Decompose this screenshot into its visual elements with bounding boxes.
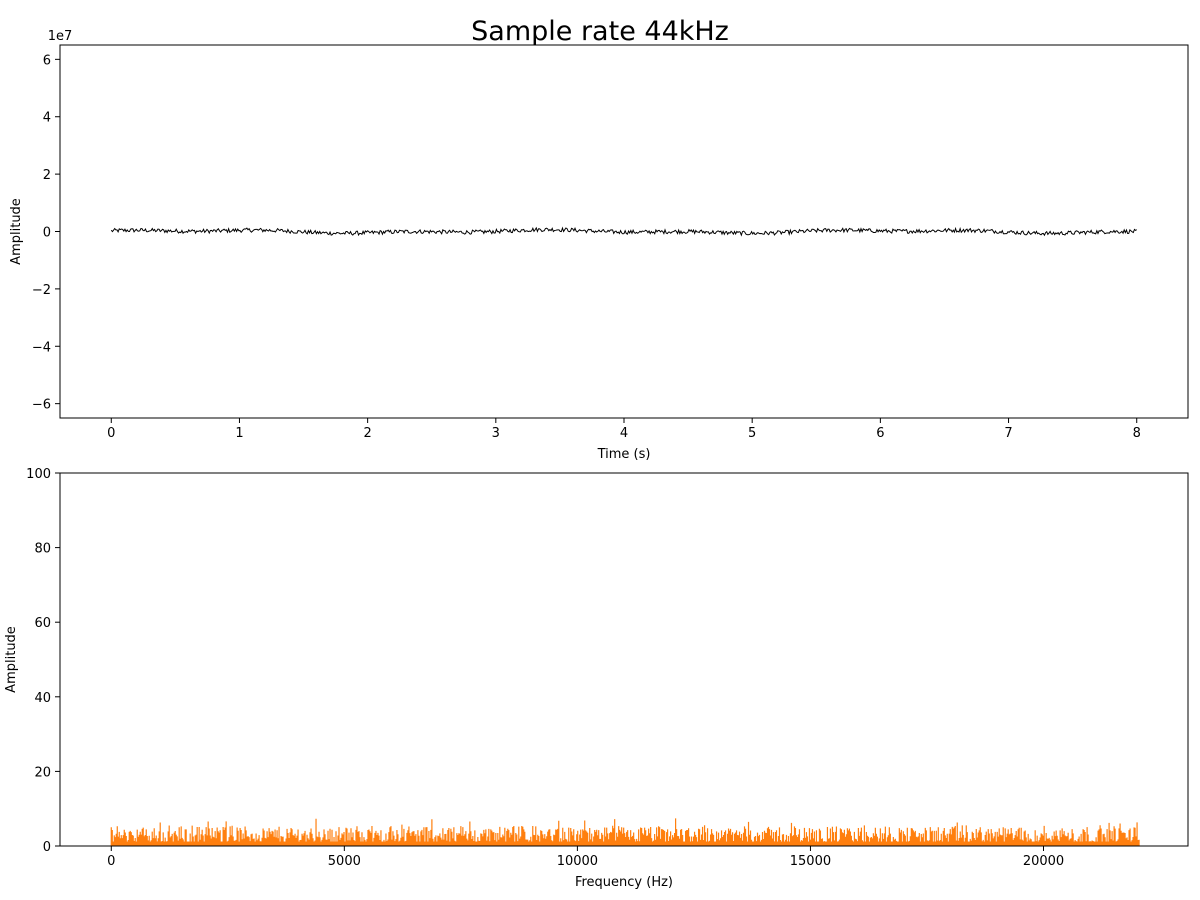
x-tick-label: 5000 (328, 854, 361, 869)
x-tick-label: 3 (492, 426, 500, 441)
x-tick-label: 0 (107, 854, 115, 869)
y-tick-label: 0 (43, 840, 51, 855)
y-axis-label: Amplitude (4, 626, 19, 693)
axis-offset-text: 1e7 (48, 29, 73, 44)
x-axis-label: Time (s) (597, 447, 651, 462)
frequency-spectrum-chart: 0 5000 10000 15000 20000 0 20 40 60 80 100 Frequenc… (4, 467, 1189, 890)
x-tick-label: 7 (1004, 426, 1012, 441)
y-tick-label: 20 (34, 765, 51, 780)
y-tick-label: 40 (34, 691, 51, 706)
y-tick-label: 0 (43, 226, 51, 241)
figure-title: Sample rate 44kHz (471, 16, 729, 47)
y-tick-label: 4 (43, 111, 51, 126)
x-tick-label: 0 (107, 426, 115, 441)
y-tick-label: −6 (32, 398, 51, 413)
y-tick-label: −4 (32, 340, 51, 355)
x-tick-label: 1 (235, 426, 243, 441)
x-tick-label: 20000 (1023, 854, 1064, 869)
y-tick-label: 2 (43, 168, 51, 183)
x-tick-label: 2 (363, 426, 371, 441)
y-axis-label: Amplitude (9, 198, 24, 265)
x-tick-label: 8 (1133, 426, 1141, 441)
y-tick-label: 100 (26, 467, 51, 482)
x-tick-label: 5 (748, 426, 756, 441)
y-tick-label: 80 (34, 542, 51, 557)
y-tick-label: 60 (34, 616, 51, 631)
x-tick-label: 4 (620, 426, 628, 441)
x-axis-label: Frequency (Hz) (575, 875, 673, 890)
spectrum-base (111, 841, 1140, 846)
time-domain-chart: 0 1 2 3 4 5 6 7 8 −6 −4 −2 0 2 4 6 Time (s) Amplitude 1e7 (9, 29, 1189, 462)
x-tick-label: 15000 (790, 854, 831, 869)
x-tick-label: 10000 (557, 854, 598, 869)
x-tick-label: 6 (876, 426, 884, 441)
y-tick-label: −2 (32, 283, 51, 298)
y-tick-label: 6 (43, 53, 51, 68)
plot-frame (59, 472, 1189, 847)
signal-line (110, 226, 1138, 237)
